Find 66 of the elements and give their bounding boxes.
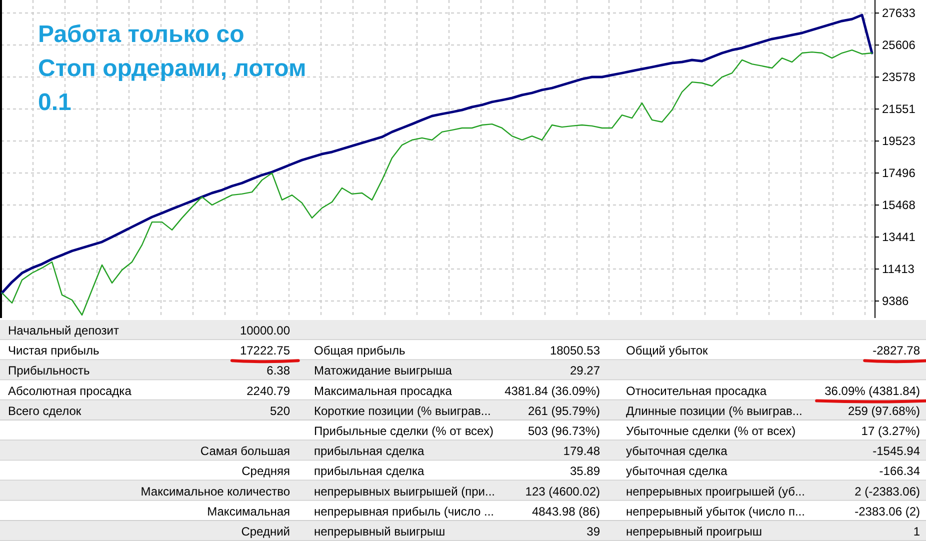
- text: непрерывная прибыль (число ...: [314, 504, 494, 518]
- text: Общий убыток: [626, 344, 708, 358]
- text: Убыточные сделки (% от всех): [626, 424, 796, 438]
- text: 1: [913, 524, 920, 538]
- text: Средний: [241, 524, 290, 538]
- text: Максимальное количество: [140, 484, 290, 498]
- text: Начальный депозит: [8, 324, 120, 338]
- text: Максимальная: [207, 504, 290, 518]
- text: 261 (95.79%): [528, 404, 600, 418]
- text: Самая большая: [200, 444, 290, 458]
- text: 35.89: [570, 464, 600, 478]
- text: Общая прибыль: [314, 344, 406, 358]
- text: 6.38: [266, 364, 290, 378]
- text: непрерывных выигрышей (при...: [314, 484, 495, 498]
- text: 2 (-2383.06): [854, 484, 920, 498]
- text: 4381.84 (36.09%): [504, 384, 600, 398]
- text: прибыльная сделка: [314, 464, 425, 478]
- text: Абсолютная просадка: [8, 384, 132, 398]
- text: убыточная сделка: [626, 464, 728, 478]
- text: 17 (3.27%): [861, 424, 920, 438]
- text: -2383.06 (2): [854, 504, 920, 518]
- text: непрерывный выигрыш: [314, 524, 446, 538]
- text: Чистая прибыль: [8, 344, 100, 358]
- y-tick-label: 25606: [882, 38, 916, 52]
- text: 39: [586, 524, 600, 538]
- text: 503 (96.73%): [528, 424, 600, 438]
- text: 123 (4600.02): [525, 484, 600, 498]
- y-tick-label: 27633: [882, 6, 916, 20]
- text: Максимальная просадка: [314, 384, 452, 398]
- text: 520: [270, 404, 290, 418]
- text: 29.27: [570, 364, 600, 378]
- text: Всего сделок: [8, 404, 82, 418]
- text: -2827.78: [872, 344, 920, 358]
- text: 18050.53: [550, 344, 600, 358]
- y-tick-label: 23578: [882, 70, 916, 84]
- text: -1545.94: [872, 444, 920, 458]
- text: Прибыльность: [8, 364, 90, 378]
- text: Короткие позиции (% выиграв...: [314, 404, 491, 418]
- text: непрерывный убыток (число п...: [626, 504, 805, 518]
- y-tick-label: 17496: [882, 166, 916, 180]
- text: Прибыльные сделки (% от всех): [314, 424, 494, 438]
- text: 4843.98 (86): [532, 504, 600, 518]
- text: Длинные позиции (% выиграв...: [626, 404, 802, 418]
- y-tick-label: 9386: [882, 294, 910, 308]
- text: убыточная сделка: [626, 444, 728, 458]
- y-tick-label: 15468: [882, 198, 916, 212]
- text: Относительная просадка: [626, 384, 767, 398]
- text: 17222.75: [240, 344, 290, 358]
- line-series: [0, 14, 874, 294]
- text: 179.48: [563, 444, 600, 458]
- text: -166.34: [879, 464, 920, 478]
- line-series: [1, 49, 873, 316]
- text: Работа только со Стоп ордерами, лотом 0.1: [38, 21, 306, 116]
- text: 36.09% (4381.84): [824, 384, 920, 398]
- y-tick-label: 11413: [882, 262, 915, 276]
- text: Средняя: [242, 464, 290, 478]
- y-tick-label: 21551: [882, 102, 916, 116]
- text: Матожидание выигрыша: [314, 364, 452, 378]
- text: непрерывный проигрыш: [626, 524, 762, 538]
- y-tick-label: 13441: [882, 230, 916, 244]
- text: 259 (97.68%): [848, 404, 920, 418]
- text: прибыльная сделка: [314, 444, 425, 458]
- y-tick-label: 19523: [882, 134, 916, 148]
- text: непрерывных проигрышей (уб...: [626, 484, 805, 498]
- text: 2240.79: [246, 384, 290, 398]
- text: 10000.00: [240, 324, 290, 338]
